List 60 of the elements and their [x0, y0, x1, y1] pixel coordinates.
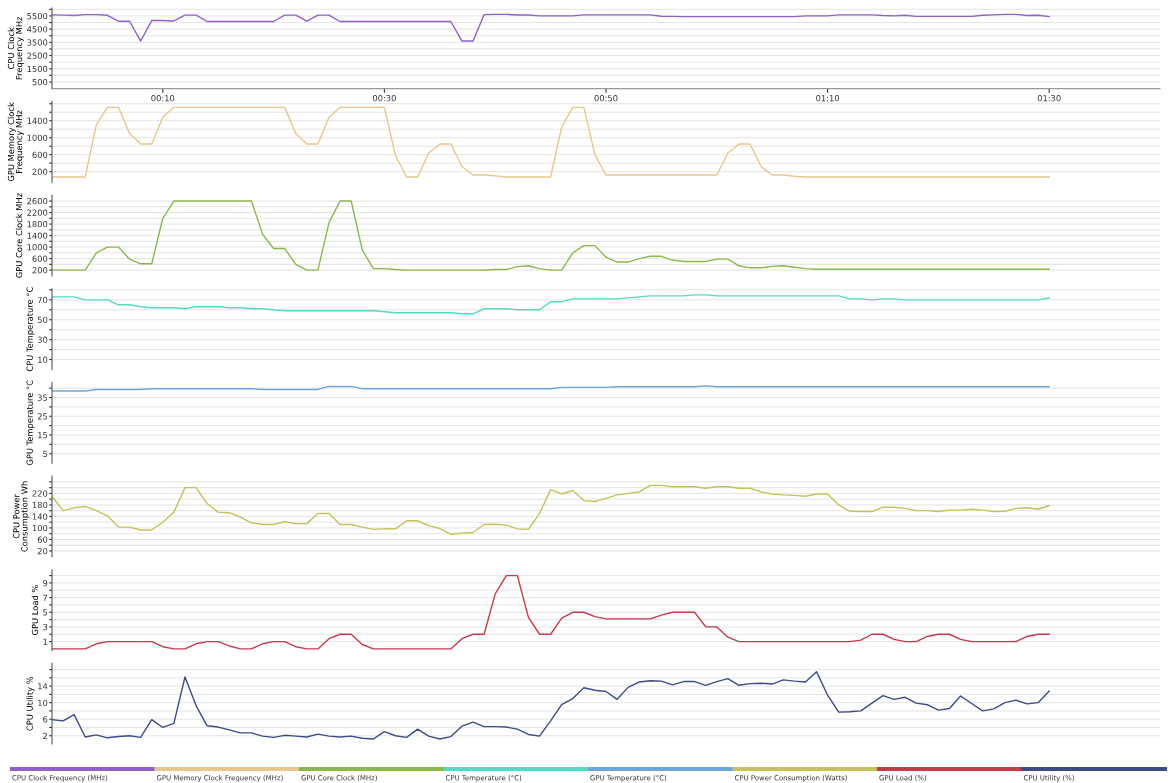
- y-tick-label: 5: [43, 609, 48, 616]
- y-tick-label: 25: [37, 413, 48, 420]
- y-tick-label: 30: [37, 336, 48, 343]
- y-tick-label: 600: [32, 151, 48, 158]
- y-tick-label: 70: [37, 296, 48, 304]
- line-series: [52, 200, 1050, 271]
- x-tick-label: 01:10: [816, 95, 840, 102]
- y-tick-label: 14: [38, 683, 48, 690]
- y-tick-label: 5500: [27, 12, 48, 20]
- y-tick-label: 180: [32, 501, 48, 509]
- y-tick-label: 500: [32, 79, 48, 86]
- y-tick-label: 1800: [27, 221, 48, 228]
- y-tick-label: 50: [37, 316, 48, 324]
- x-tick-label: 00:50: [594, 95, 618, 102]
- y-tick-label: 2200: [27, 209, 48, 216]
- y-tick-label: 200: [32, 267, 48, 274]
- y-tick-label: 2500: [27, 52, 48, 59]
- y-tick-label: 15: [38, 432, 48, 439]
- y-tick-label: 4500: [27, 26, 48, 33]
- y-axis-title: CPU Utility %: [26, 676, 35, 731]
- x-tick-label: 01:30: [1037, 95, 1061, 102]
- line-series: [52, 670, 1050, 740]
- line-series: [52, 13, 1050, 42]
- y-tick-label: 600: [32, 255, 48, 262]
- y-axis-title: GPU Temperature °C: [26, 380, 35, 466]
- y-axis-title: CPU Temperature °C: [26, 287, 35, 372]
- y-tick-label: 7: [43, 594, 48, 601]
- y-axis-title: GPU Memory Clock Frequency MHz: [7, 102, 24, 182]
- y-tick-label: 6: [43, 716, 48, 723]
- y-tick-label: 220: [32, 490, 48, 497]
- line-series: [52, 484, 1050, 535]
- y-tick-label: 20: [37, 547, 48, 555]
- y-tick-label: 3500: [27, 39, 48, 46]
- y-tick-label: 1500: [27, 65, 48, 73]
- line-series: [52, 106, 1050, 178]
- y-axis-title: GPU Core Clock MHz: [15, 193, 23, 278]
- line-series: [52, 574, 1050, 650]
- y-tick-label: 9: [43, 579, 48, 587]
- y-tick-label: 2600: [27, 197, 48, 205]
- y-tick-label: 10: [38, 356, 48, 363]
- y-tick-label: 1000: [27, 244, 48, 251]
- y-tick-label: 200: [32, 168, 48, 175]
- y-tick-label: 100: [32, 524, 48, 532]
- y-tick-label: 2: [43, 732, 47, 739]
- y-tick-label: 1000: [27, 134, 48, 141]
- y-tick-label: 10: [38, 699, 48, 706]
- line-series: [52, 294, 1050, 315]
- y-tick-label: 35: [37, 394, 48, 401]
- y-tick-label: 3: [43, 623, 48, 631]
- y-tick-label: 60: [37, 536, 48, 543]
- y-axis-title: GPU Load %: [31, 585, 39, 635]
- y-tick-label: 140: [32, 513, 48, 520]
- y-tick-label: 1: [43, 638, 48, 645]
- x-tick-label: 00:30: [372, 95, 396, 102]
- x-tick-label: 00:10: [151, 95, 175, 102]
- y-tick-label: 1400: [27, 117, 48, 124]
- y-tick-label: 1400: [27, 232, 48, 239]
- y-axis-title: CPU Power Consumption Wh: [13, 481, 30, 552]
- y-tick-label: 5: [43, 450, 48, 458]
- y-axis-title: CPU Clock Frequency MHz: [7, 16, 24, 80]
